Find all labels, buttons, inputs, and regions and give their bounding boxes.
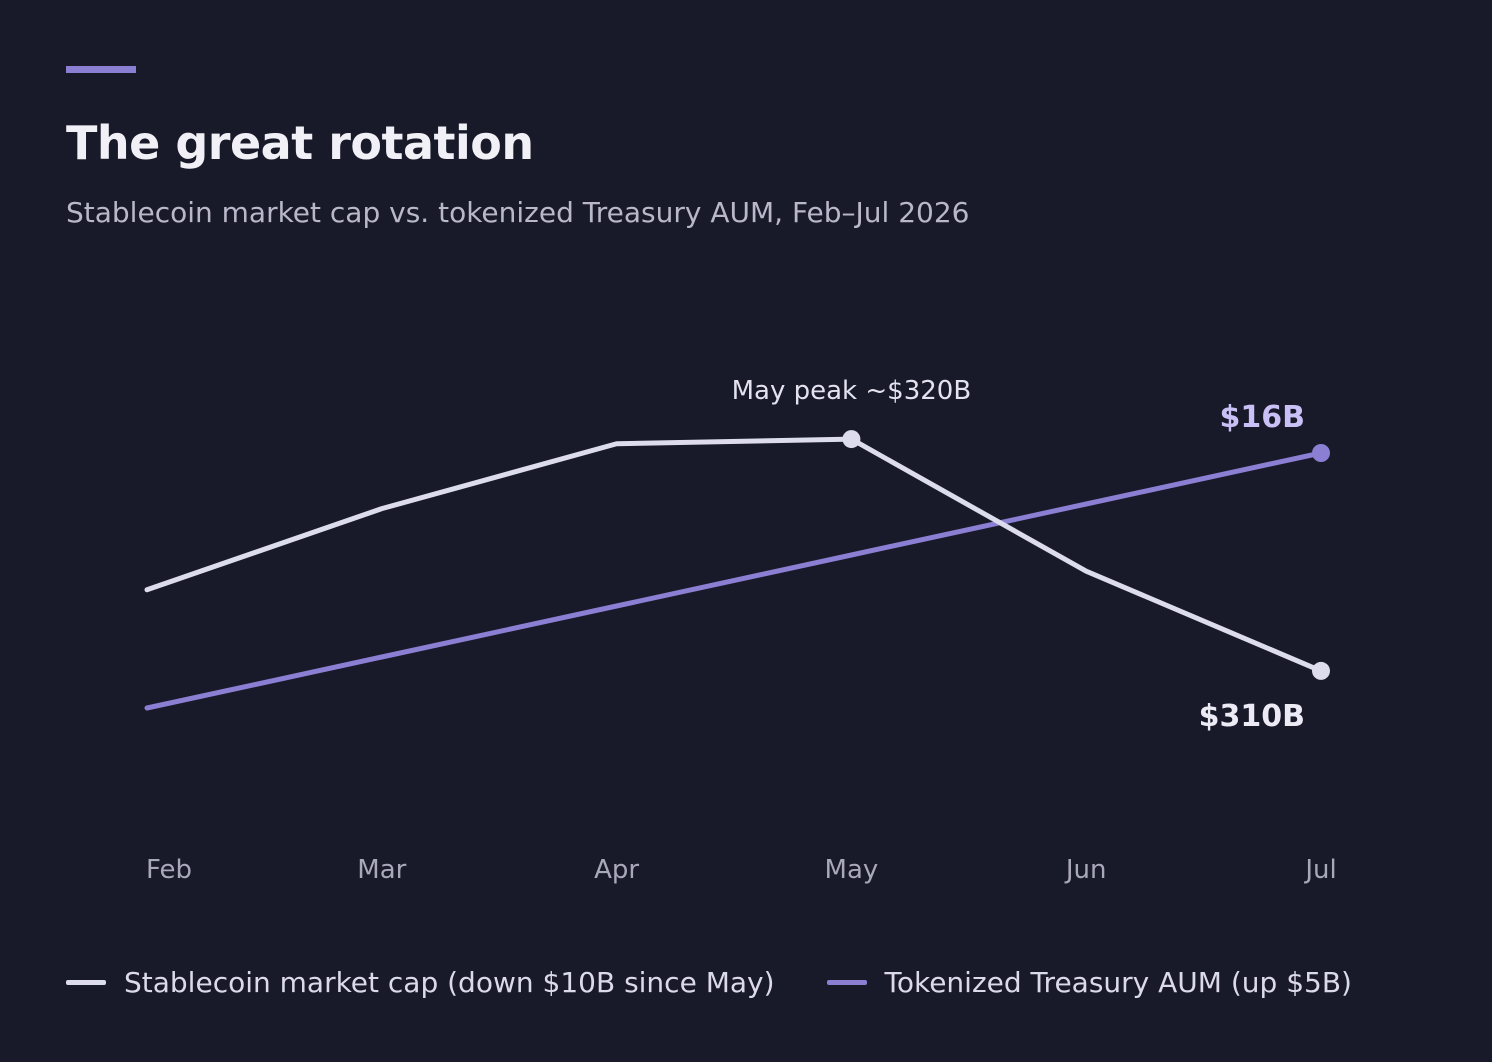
legend: Stablecoin market cap (down $10B since M… <box>66 966 1404 999</box>
title-accent-bar <box>66 66 136 73</box>
annotation-label-1: May peak ~$320B <box>732 376 972 406</box>
highlight-marker-stablecoin-jul <box>1312 661 1330 680</box>
series-line-stablecoin <box>144 436 1324 674</box>
x-tick-label-jul: Jul <box>1303 855 1336 885</box>
highlight-marker-treasury-jul <box>1312 444 1330 462</box>
highlight-marker-stablecoin-may <box>842 430 861 449</box>
annotation-label-3: $16B <box>1220 400 1306 435</box>
x-tick-label-jun: Jun <box>1064 855 1107 885</box>
x-tick-label-feb: Feb <box>146 855 192 885</box>
series-line-treasury <box>144 450 1324 711</box>
legend-label-stablecoin: Stablecoin market cap (down $10B since M… <box>124 966 775 999</box>
legend-swatch-stablecoin <box>66 980 106 985</box>
annotation-label-2: $310B <box>1199 699 1305 734</box>
legend-swatch-treasury <box>826 980 867 985</box>
x-tick-label-mar: Mar <box>357 855 406 885</box>
chart-title: The great rotation <box>66 116 534 170</box>
x-tick-label-may: May <box>825 855 879 885</box>
x-tick-label-apr: Apr <box>594 855 639 885</box>
legend-item-treasury: Tokenized Treasury AUM (up $5B) <box>826 966 1352 999</box>
legend-item-stablecoin: Stablecoin market cap (down $10B since M… <box>66 966 775 999</box>
legend-label-treasury: Tokenized Treasury AUM (up $5B) <box>884 966 1352 999</box>
chart-subtitle: Stablecoin market cap vs. tokenized Trea… <box>66 196 970 229</box>
